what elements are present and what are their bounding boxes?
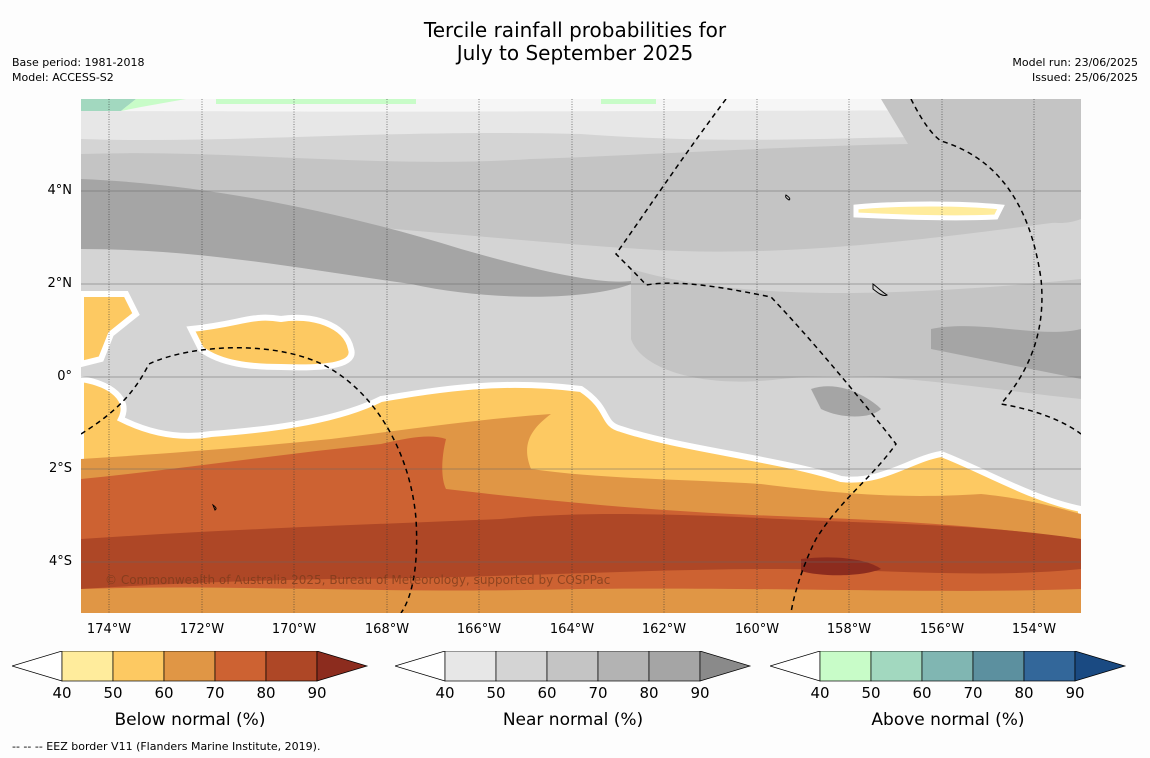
- latitude-gridlines: [81, 190, 1081, 563]
- below-tick-60: 60: [154, 684, 174, 702]
- lon-label-158w: 158°W: [826, 622, 872, 637]
- lon-label-174w: 174°W: [86, 622, 132, 637]
- near-tick-50: 50: [486, 684, 506, 702]
- below-normal-west-patch: [81, 291, 140, 368]
- above-normal-light-patch: [121, 99, 186, 111]
- below-normal-swatch-over: [316, 651, 369, 682]
- lat-label-2s: 2°S: [48, 461, 72, 476]
- below-normal-swatch-50: [112, 651, 165, 682]
- title-line-1: Tercile rainfall probabilities for: [423, 18, 727, 42]
- near-normal-70-patch: [931, 326, 1081, 379]
- near-tick-40: 40: [435, 684, 455, 702]
- near-normal-70-band: [81, 179, 641, 297]
- near-tick-90: 90: [690, 684, 710, 702]
- near-normal-swatch-50: [495, 651, 548, 682]
- lon-label-170w: 170°W: [271, 622, 317, 637]
- above-normal-patch: [81, 99, 136, 111]
- title-line-2: July to September 2025: [456, 41, 694, 65]
- below-tick-50: 50: [103, 684, 123, 702]
- lat-label-4n: 4°N: [47, 183, 73, 198]
- lon-label-166w: 166°W: [456, 622, 502, 637]
- above-normal-swatch-40: [819, 651, 872, 682]
- below-normal-swatch-under: [12, 651, 63, 682]
- run-info: Model run: 23/06/2025 Issued: 25/06/2025: [1012, 55, 1138, 85]
- near-normal-swatch-80: [648, 651, 701, 682]
- below-tick-80: 80: [256, 684, 276, 702]
- near-normal-swatch-60: [546, 651, 599, 682]
- above-normal-swatch-50: [870, 651, 923, 682]
- islands: [211, 194, 888, 511]
- below-tick-90: 90: [307, 684, 327, 702]
- model-name-text: Model: ACCESS-S2: [12, 71, 114, 84]
- above-normal-swatch-over: [1074, 651, 1127, 682]
- near-normal-swatch-40: [444, 651, 497, 682]
- below-normal-colorbar: [12, 651, 369, 682]
- above-tick-90: 90: [1065, 684, 1085, 702]
- near-normal-60-band-center: [631, 269, 1081, 399]
- near-normal-swatch-70: [597, 651, 650, 682]
- near-normal-swatch-over: [699, 651, 752, 682]
- map-title: Tercile rainfall probabilities for July …: [0, 19, 1150, 65]
- eez-footnote: -- -- -- EEZ border V11 (Flanders Marine…: [12, 740, 321, 753]
- lat-label-0: 0°: [57, 369, 72, 384]
- issued-text: Issued: 25/06/2025: [1031, 71, 1138, 84]
- above-normal-swatch-60: [921, 651, 974, 682]
- above-tick-60: 60: [912, 684, 932, 702]
- model-run-text: Model run: 23/06/2025: [1012, 56, 1138, 69]
- lon-label-164w: 164°W: [549, 622, 595, 637]
- below-normal-swatch-40: [61, 651, 114, 682]
- copyright-text: © Commonwealth of Australia 2025, Bureau…: [105, 573, 611, 587]
- lon-label-154w: 154°W: [1011, 622, 1057, 637]
- base-period-text: Base period: 1981-2018: [12, 56, 145, 69]
- below-normal-swatch-80: [265, 651, 318, 682]
- near-normal-swatch-under: [395, 651, 446, 682]
- near-tick-70: 70: [588, 684, 608, 702]
- model-info: Base period: 1981-2018 Model: ACCESS-S2: [12, 55, 144, 85]
- above-normal-swatch-80: [1023, 651, 1076, 682]
- below-normal-south-edge: [81, 587, 1081, 613]
- below-normal-east-patch: [853, 201, 1005, 221]
- below-tick-40: 40: [52, 684, 72, 702]
- near-normal-label: Near normal (%): [502, 710, 644, 730]
- near-normal-colorbar: [395, 651, 752, 682]
- lat-label-2n: 2°N: [47, 276, 73, 291]
- longitude-gridlines: [108, 99, 1035, 613]
- above-tick-80: 80: [1014, 684, 1034, 702]
- map-svg: [81, 99, 1081, 613]
- below-normal-swatch-60: [163, 651, 216, 682]
- lon-label-172w: 172°W: [179, 622, 225, 637]
- above-normal-colorbar: [770, 651, 1127, 682]
- near-tick-80: 80: [639, 684, 659, 702]
- lon-label-168w: 168°W: [364, 622, 410, 637]
- above-normal-swatch-70: [972, 651, 1025, 682]
- near-tick-60: 60: [537, 684, 557, 702]
- lon-label-156w: 156°W: [919, 622, 965, 637]
- lat-label-4s: 4°S: [48, 554, 72, 569]
- above-normal-strip-2: [601, 99, 656, 104]
- probability-map: © Commonwealth of Australia 2025, Bureau…: [81, 99, 1081, 613]
- above-tick-40: 40: [810, 684, 830, 702]
- above-normal-strip: [216, 99, 416, 104]
- near-normal-60-band-north: [81, 142, 1081, 252]
- above-tick-70: 70: [963, 684, 983, 702]
- below-normal-label: Below normal (%): [114, 710, 266, 730]
- below-tick-70: 70: [205, 684, 225, 702]
- near-normal-east-band: [881, 99, 1081, 223]
- above-normal-label: Above normal (%): [871, 710, 1025, 730]
- below-normal-central-patch: [186, 314, 355, 371]
- below-normal-80-region: [81, 514, 1081, 589]
- eez-borders: [81, 99, 1081, 613]
- below-normal-swatch-70: [214, 651, 267, 682]
- above-tick-50: 50: [861, 684, 881, 702]
- lon-label-162w: 162°W: [641, 622, 687, 637]
- near-normal-70-patch-2: [811, 386, 881, 417]
- above-normal-swatch-under: [770, 651, 821, 682]
- lon-label-160w: 160°W: [734, 622, 780, 637]
